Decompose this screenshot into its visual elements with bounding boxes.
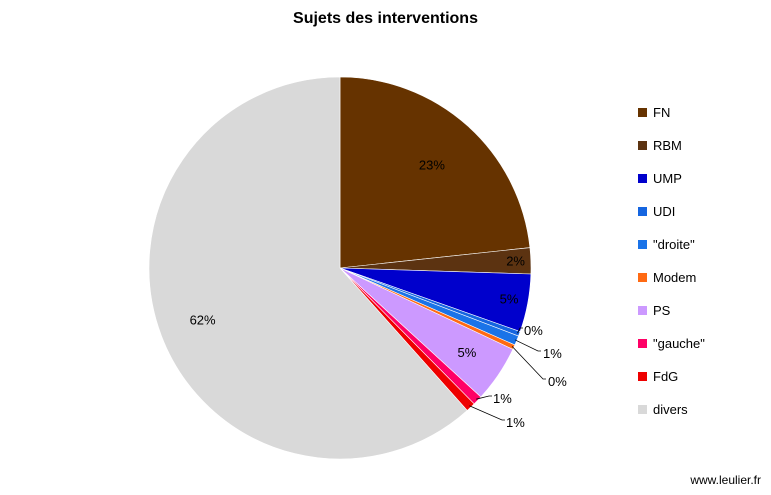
slice-label-droite: 1% [543, 346, 562, 361]
slice-labels: 23%2%5%0%1%0%5%1%1%62% [190, 158, 568, 430]
chart-title: Sujets des interventions [293, 10, 478, 27]
slice-divers [148, 76, 468, 460]
legend: FN RBM UMP UDI "droite" Modem PS "gauche" FdG div… [638, 96, 705, 426]
slice-label-fn: 23% [419, 158, 445, 173]
legend-swatch [638, 372, 647, 381]
legend-item-gauche: "gauche" [638, 327, 705, 360]
legend-item-ps: PS [638, 294, 705, 327]
legend-label: FdG [653, 369, 679, 384]
slice-label-ps: 5% [458, 345, 477, 360]
legend-swatch [638, 240, 647, 249]
legend-label: UDI [653, 204, 676, 219]
leader-line-modem [511, 346, 546, 380]
legend-swatch [638, 174, 647, 183]
legend-label: Modem [653, 270, 697, 285]
slice-label-udi: 0% [524, 323, 543, 338]
legend-swatch [638, 108, 647, 117]
leader-lines [469, 327, 546, 421]
legend-item-droite: "droite" [638, 228, 705, 261]
legend-label: divers [653, 402, 688, 417]
legend-item-ump: UMP [638, 162, 705, 195]
legend-swatch [638, 339, 647, 348]
source-credit: www.leulier.fr [690, 473, 761, 487]
slice-fn [339, 76, 531, 269]
legend-swatch [638, 405, 647, 414]
slice-label-fdg: 1% [506, 415, 525, 430]
slice-label-gauche: 1% [493, 391, 512, 406]
legend-item-modem: Modem [638, 261, 705, 294]
leader-line-droite [514, 339, 541, 352]
legend-item-rbm: RBM [638, 129, 705, 162]
legend-label: RBM [653, 138, 682, 153]
legend-label: PS [653, 303, 671, 318]
slice-label-ump: 5% [500, 292, 519, 307]
leader-line-udi [517, 327, 523, 334]
legend-item-divers: divers [638, 393, 705, 426]
legend-swatch [638, 207, 647, 216]
legend-item-udi: UDI [638, 195, 705, 228]
leader-line-gauche [476, 395, 492, 400]
legend-label: "gauche" [653, 336, 705, 351]
legend-item-fn: FN [638, 96, 705, 129]
legend-item-fdg: FdG [638, 360, 705, 393]
legend-swatch [638, 306, 647, 315]
slice-label-rbm: 2% [506, 253, 525, 268]
legend-label: "droite" [653, 237, 695, 252]
legend-swatch [638, 273, 647, 282]
legend-label: UMP [653, 171, 682, 186]
legend-swatch [638, 141, 647, 150]
slice-label-divers: 62% [190, 312, 216, 327]
leader-line-fdg [469, 405, 505, 421]
slice-label-modem: 0% [548, 374, 567, 389]
legend-label: FN [653, 105, 671, 120]
pie-slices [148, 76, 532, 460]
